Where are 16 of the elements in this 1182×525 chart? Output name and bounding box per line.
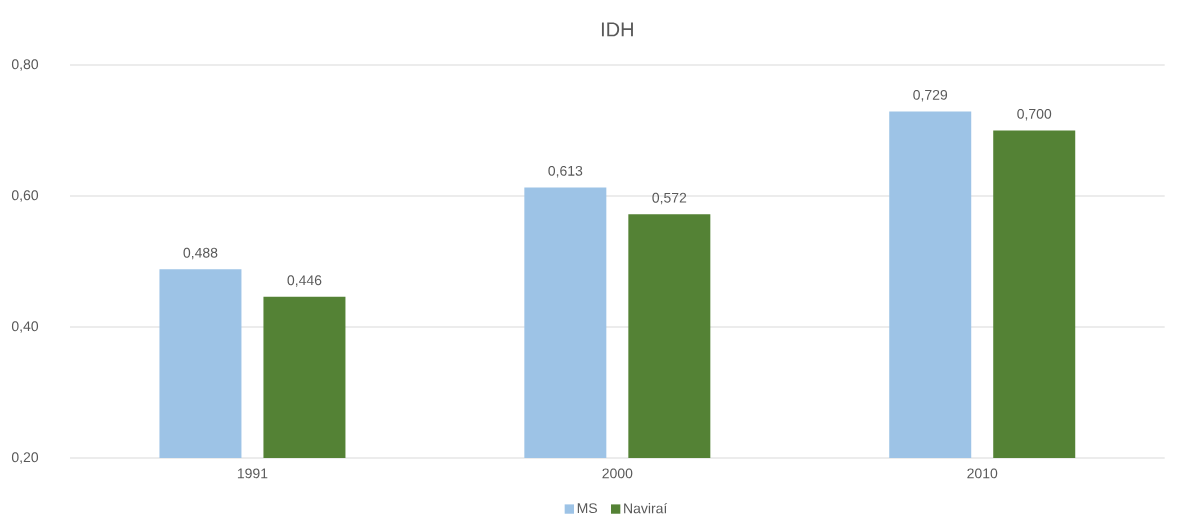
y-tick-label: 0,20 — [11, 452, 39, 464]
data-label: 0,613 — [548, 165, 583, 178]
data-label: 0,488 — [183, 247, 218, 260]
x-tick-label: 2010 — [967, 468, 998, 479]
data-label: 0,700 — [1017, 108, 1052, 121]
x-tick-label: 2000 — [602, 468, 633, 479]
y-tick-label: 0,60 — [11, 190, 39, 202]
data-label: 0,446 — [287, 275, 322, 287]
data-label: 0,572 — [652, 192, 687, 205]
legend-label: Naviraí — [624, 502, 668, 514]
chart-title: IDH — [601, 22, 633, 37]
y-tick-label: 0,80 — [11, 59, 39, 71]
data-label: 0,729 — [913, 89, 948, 102]
legend-label: MS — [577, 503, 598, 514]
y-tick-label: 0,40 — [11, 321, 39, 333]
x-tick-label: 1991 — [237, 468, 268, 479]
